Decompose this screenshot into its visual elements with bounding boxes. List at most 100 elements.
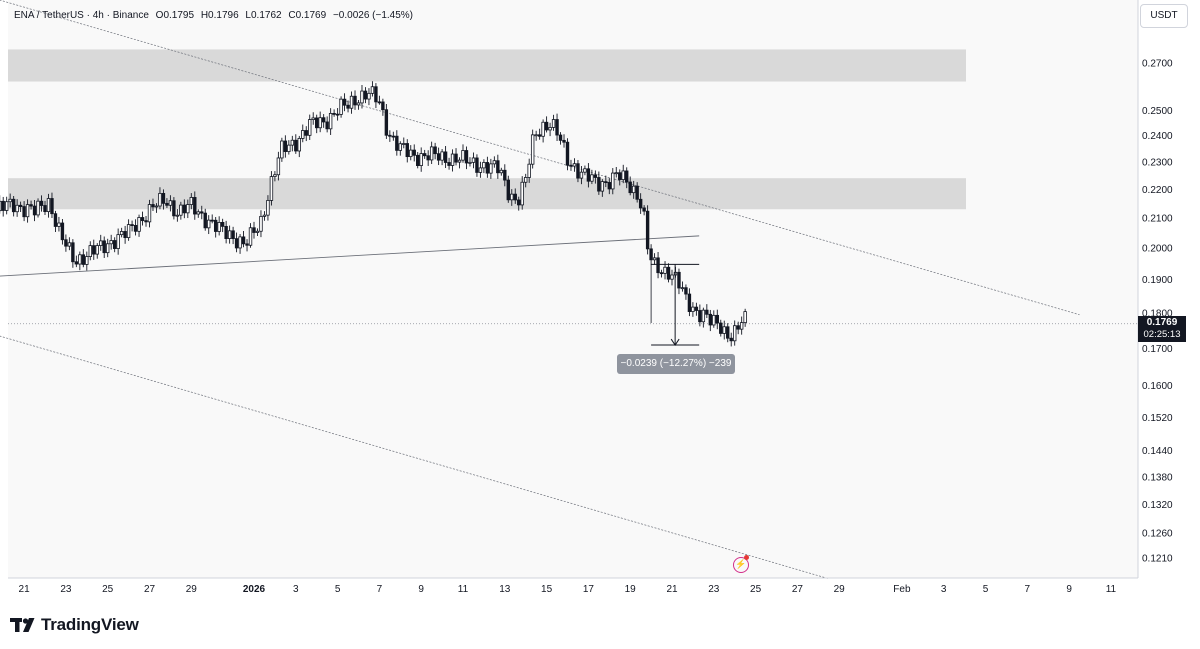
open-value: O0.1795	[155, 10, 195, 21]
candle-body	[691, 306, 695, 312]
chart-frame[interactable]: 0.2700 0.2500 0.2400 0.2300 0.2200 0.2100 0.20…	[0, 0, 1200, 600]
candle-body	[712, 314, 716, 326]
candle-body	[677, 271, 681, 289]
time-tick-label: 25	[102, 584, 114, 595]
candle-body	[638, 198, 643, 209]
price-tick-label: 0.1700	[1142, 344, 1173, 355]
candle-body	[471, 157, 476, 163]
candle-body	[46, 198, 51, 213]
candle-body	[604, 181, 608, 184]
candle-body	[534, 134, 538, 137]
candle-body	[339, 98, 343, 115]
candle-body	[395, 135, 399, 151]
time-tick-label: 5	[335, 584, 341, 595]
candle-body	[450, 153, 455, 166]
candle-body	[429, 146, 434, 161]
candle-body	[670, 274, 674, 280]
price-tick-label: 0.1520	[1142, 413, 1173, 424]
time-tick-label: 11	[1106, 584, 1117, 595]
candle-body	[579, 171, 584, 179]
plot-area[interactable]	[8, 0, 1138, 578]
candle-body	[210, 219, 214, 222]
candle-body	[168, 200, 173, 206]
candle-body	[377, 101, 382, 104]
candle-body	[733, 325, 737, 342]
trendline-lower-channel[interactable]	[0, 334, 829, 580]
candle-body	[659, 272, 664, 275]
candle-body	[419, 153, 423, 166]
close-value: C0.1769	[288, 10, 327, 21]
measure-label[interactable]: −0.0239 (−12.27%) −239	[617, 354, 735, 374]
last-price-tag: 0.1769 02:25:13	[1138, 316, 1186, 342]
price-tick-label: 0.1600	[1142, 381, 1173, 392]
candle-body	[548, 127, 552, 131]
candle-body	[147, 204, 152, 223]
candle-body	[565, 141, 570, 166]
candle-body	[328, 113, 333, 130]
time-tick-label: 11	[458, 584, 469, 595]
price-chart[interactable]: 0.2700 0.2500 0.2400 0.2300 0.2200 0.2100 0.20…	[0, 0, 1200, 600]
candle-body	[614, 172, 618, 175]
time-tick-label: 3	[941, 584, 947, 595]
candle-body	[440, 151, 444, 161]
candle-body	[666, 266, 671, 280]
candle-body	[496, 160, 500, 174]
candle-body	[297, 138, 301, 152]
time-tick-label: 2026	[243, 584, 266, 595]
trendline-upper-resistance[interactable]	[0, 0, 1080, 316]
time-tick-label: 9	[1066, 584, 1072, 595]
candle-body	[36, 200, 40, 216]
candle-body	[684, 287, 688, 295]
candle-body	[92, 245, 96, 255]
lightning-alert-icon[interactable]: ⚡	[733, 557, 749, 573]
candle-body	[248, 227, 253, 246]
candle-body	[259, 215, 263, 232]
price-tick-label: 0.2300	[1142, 157, 1173, 168]
candle-body	[213, 219, 218, 232]
candle-body	[207, 219, 211, 229]
candle-body	[590, 174, 594, 182]
candle-body	[165, 202, 169, 206]
candle-body	[510, 193, 514, 201]
price-tick-label: 0.2100	[1142, 213, 1173, 224]
resistance-zone-1[interactable]	[8, 49, 966, 82]
candle-body	[280, 140, 284, 159]
candle-body	[402, 143, 406, 145]
candle-body	[140, 217, 145, 222]
candle-body	[422, 153, 427, 157]
candle-body	[325, 121, 329, 130]
candle-body	[126, 224, 131, 239]
candle-body	[405, 143, 409, 158]
candle-body	[71, 242, 75, 263]
candle-body	[106, 243, 110, 254]
candle-body	[95, 245, 99, 255]
candle-body	[381, 101, 385, 111]
candle-body	[193, 197, 197, 215]
symbol-label[interactable]: ENA / TetherUS · 4h · Binance	[14, 10, 149, 21]
candle-body	[705, 309, 709, 315]
trendline-broken-support[interactable]	[0, 235, 700, 277]
high-value: H0.1796	[200, 10, 239, 21]
candle-body	[530, 134, 535, 165]
bar-countdown: 02:25:13	[1143, 329, 1181, 340]
candle-body	[335, 113, 340, 116]
time-tick-label: 9	[418, 584, 424, 595]
candle-body	[346, 104, 350, 109]
time-tick-label: 25	[750, 584, 762, 595]
candle-body	[656, 257, 660, 274]
candle-body	[499, 169, 504, 174]
candle-body	[133, 224, 138, 232]
candle-body	[231, 230, 235, 240]
time-tick-label: 29	[186, 584, 198, 595]
candle-body	[461, 150, 465, 161]
candle-body	[631, 185, 636, 194]
time-tick-label: 5	[983, 584, 989, 595]
candle-body	[99, 240, 103, 246]
candle-body	[503, 169, 507, 181]
currency-button[interactable]: USDT	[1140, 4, 1188, 28]
candle-body	[520, 181, 524, 206]
candle-body	[18, 204, 23, 207]
tradingview-logo[interactable]: TradingView	[10, 614, 139, 636]
candle-body	[311, 117, 315, 120]
low-value: L0.1762	[245, 10, 282, 21]
